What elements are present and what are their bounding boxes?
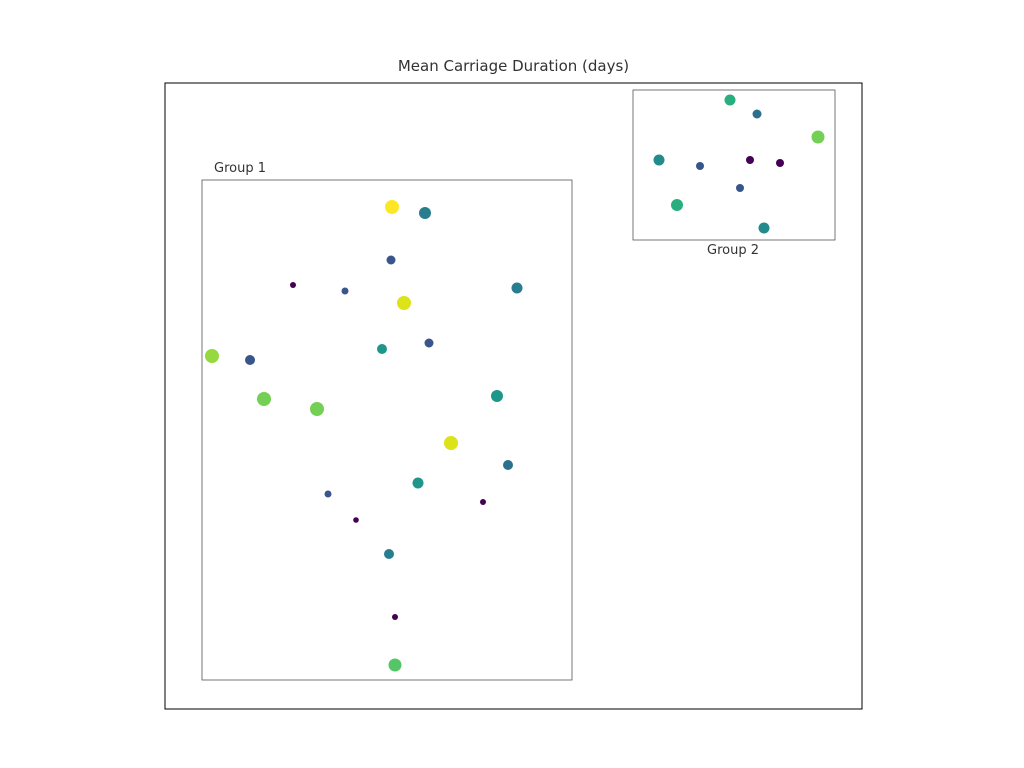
scatter-point xyxy=(654,155,665,166)
scatter-point xyxy=(205,349,219,363)
scatter-point xyxy=(310,402,324,416)
group-label-group1: Group 1 xyxy=(214,161,266,176)
scatter-point xyxy=(397,296,411,310)
scatter-point xyxy=(257,392,271,406)
scatter-point xyxy=(387,256,396,265)
scatter-point xyxy=(325,491,332,498)
chart-background xyxy=(0,0,1024,768)
scatter-point xyxy=(812,131,825,144)
scatter-point xyxy=(671,199,683,211)
chart-stage: Mean Carriage Duration (days) Group 1 Grou… xyxy=(0,0,1024,768)
scatter-point xyxy=(290,282,296,288)
scatter-point xyxy=(736,184,744,192)
scatter-point xyxy=(746,156,754,164)
scatter-point xyxy=(480,499,486,505)
scatter-point xyxy=(759,223,770,234)
scatter-point xyxy=(696,162,704,170)
scatter-point xyxy=(392,614,398,620)
scatter-point xyxy=(385,200,399,214)
chart-title: Mean Carriage Duration (days) xyxy=(398,57,629,75)
scatter-point xyxy=(503,460,513,470)
scatter-point xyxy=(491,390,503,402)
scatter-point xyxy=(245,355,255,365)
scatter-point xyxy=(353,517,359,523)
scatter-point xyxy=(342,288,349,295)
scatter-point xyxy=(444,436,458,450)
scatter-point xyxy=(377,344,387,354)
scatter-point xyxy=(384,549,394,559)
group-label-group2: Group 2 xyxy=(707,243,759,258)
scatter-point xyxy=(725,95,736,106)
scatter-point xyxy=(776,159,784,167)
scatter-point xyxy=(753,110,762,119)
scatter-chart: Mean Carriage Duration (days) Group 1 Grou… xyxy=(0,0,1024,768)
scatter-point xyxy=(413,478,424,489)
scatter-point xyxy=(512,283,523,294)
scatter-point xyxy=(425,339,434,348)
scatter-point xyxy=(389,659,402,672)
scatter-point xyxy=(419,207,431,219)
